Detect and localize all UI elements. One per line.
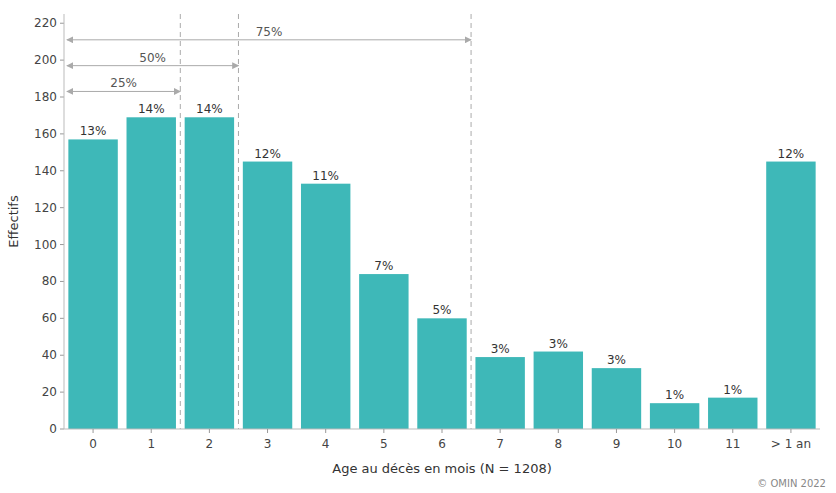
watermark: © OMIN 2022: [757, 478, 826, 489]
bar: [708, 398, 757, 429]
bar-label: 3%: [491, 342, 510, 356]
labels: 13% 14% 14% 12% 11% 7% 5% 3% 3% 3% 1% 1% 12% 25%50% 75…: [80, 25, 805, 402]
x-tick-label: 0: [89, 437, 97, 451]
bar: [592, 368, 641, 429]
y-tick: [60, 207, 64, 208]
y-tick-label: 80: [42, 274, 57, 288]
annotation-arrow: [67, 39, 471, 40]
x-tick: [500, 429, 501, 433]
bar-label: 12%: [778, 147, 805, 161]
x-tick-label: 11: [725, 437, 740, 451]
bar: [127, 117, 176, 429]
bar: [417, 318, 466, 429]
x-tick: [616, 429, 617, 433]
x-tick: [93, 429, 94, 433]
x-tick-label: > 1 an: [771, 437, 811, 451]
y-tick-label: 120: [34, 201, 57, 215]
bar-label: 1%: [723, 383, 742, 397]
x-tick: [790, 429, 791, 433]
bar: [301, 184, 350, 429]
y-tick: [60, 170, 64, 171]
y-tick: [60, 23, 64, 24]
x-tick-label: 5: [380, 437, 388, 451]
reference-line: [471, 14, 472, 429]
chart-container: 02040608010012014016018020022013%14%14%1…: [0, 0, 836, 493]
bar-label: 3%: [607, 353, 626, 367]
x-tick: [267, 429, 268, 433]
x-tick-label: 1: [147, 437, 155, 451]
x-tick-label: 9: [613, 437, 621, 451]
background: [0, 0, 836, 493]
bar: [766, 162, 815, 429]
bar-label: 7%: [374, 259, 393, 273]
x-tick-label: 7: [496, 437, 504, 451]
x-tick: [442, 429, 443, 433]
annotation-arrow: [67, 91, 180, 92]
y-tick-label: 0: [49, 422, 57, 436]
plot-area: [68, 14, 815, 429]
bar: [243, 162, 292, 429]
x-tick-label: 6: [438, 437, 446, 451]
y-tick: [60, 318, 64, 319]
x-tick: [732, 429, 733, 433]
y-axis-title: Effectifs: [6, 195, 21, 248]
x-tick-label: 8: [554, 437, 562, 451]
annotation-label: 75%: [256, 25, 283, 39]
bar-label: 14%: [196, 102, 223, 116]
bar: [650, 403, 699, 429]
x-tick: [209, 429, 210, 433]
y-tick-label: 140: [34, 164, 57, 178]
y-tick-label: 180: [34, 90, 57, 104]
annotation-arrows: [67, 40, 471, 92]
bar: [475, 357, 524, 429]
y-tick: [60, 133, 64, 134]
bar-label: 13%: [80, 124, 107, 138]
y-axis-line: [64, 14, 65, 429]
y-axis: 0 20 40 60 80 100 120 140 160 180 200 220: [34, 14, 64, 436]
y-tick-label: 40: [42, 348, 57, 362]
reference-line: [238, 14, 239, 429]
bar: [68, 139, 117, 429]
annotation-label: 50%: [139, 51, 166, 65]
bar-label: 11%: [312, 169, 339, 183]
y-tick: [60, 392, 64, 393]
x-axis-title: Age au décès en mois (N = 1208): [332, 461, 552, 476]
bar-label: 12%: [254, 147, 281, 161]
bar: [534, 352, 583, 429]
x-tick-label: 4: [322, 437, 330, 451]
y-tick-label: 200: [34, 53, 57, 67]
y-tick: [60, 97, 64, 98]
y-tick-label: 160: [34, 127, 57, 141]
y-tick: [60, 60, 64, 61]
chart: 02040608010012014016018020022013%14%14%1…: [0, 0, 836, 493]
x-tick: [151, 429, 152, 433]
x-tick: [325, 429, 326, 433]
x-tick: [674, 429, 675, 433]
y-tick-label: 220: [34, 16, 57, 30]
bar-label: 5%: [432, 303, 451, 317]
bar-label: 14%: [138, 102, 165, 116]
x-tick: [558, 429, 559, 433]
x-axis: 0 1 2 3 4 5 6 7 8 9 10 11 > 1 an: [64, 429, 820, 451]
y-tick: [60, 429, 64, 430]
y-tick: [60, 355, 64, 356]
bar-label: 3%: [549, 337, 568, 351]
annotation-label: 25%: [110, 76, 137, 90]
y-tick-label: 60: [42, 311, 57, 325]
bar-label: 1%: [665, 388, 684, 402]
x-tick-label: 2: [206, 437, 214, 451]
annotation-arrow: [67, 65, 239, 66]
x-tick-label: 3: [264, 437, 272, 451]
bar: [185, 117, 234, 429]
bar: [359, 274, 408, 429]
x-tick-label: 10: [667, 437, 682, 451]
y-tick-label: 100: [34, 238, 57, 252]
y-tick-label: 20: [42, 385, 57, 399]
y-tick: [60, 281, 64, 282]
reference-line: [180, 14, 181, 429]
x-tick: [383, 429, 384, 433]
y-tick: [60, 244, 64, 245]
